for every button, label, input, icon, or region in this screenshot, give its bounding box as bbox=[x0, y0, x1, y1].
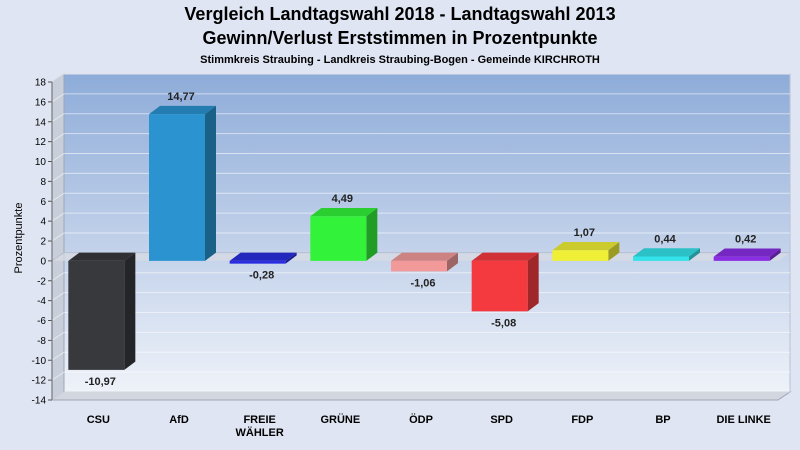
bar-front bbox=[471, 260, 528, 312]
data-label: 0,44 bbox=[654, 233, 676, 245]
bar-side bbox=[689, 248, 700, 261]
data-label: 0,42 bbox=[735, 233, 756, 245]
y-tick-label: 8 bbox=[40, 177, 46, 188]
y-tick-label: 6 bbox=[40, 197, 46, 208]
bar-top bbox=[713, 248, 781, 257]
gridline bbox=[51, 371, 790, 381]
bar-top bbox=[552, 241, 620, 251]
gridline bbox=[51, 93, 790, 103]
gridline bbox=[51, 133, 790, 143]
bar-front bbox=[68, 260, 125, 370]
y-tick-label: -12 bbox=[32, 376, 47, 387]
bar-fdp bbox=[552, 241, 620, 261]
y-tick-label: 0 bbox=[40, 256, 46, 267]
y-tick-label: 12 bbox=[35, 137, 47, 148]
bar-front bbox=[149, 114, 205, 261]
bar-top bbox=[391, 252, 458, 261]
gridline bbox=[51, 113, 790, 123]
y-tick-label: -14 bbox=[32, 396, 47, 407]
y-tick-label: -6 bbox=[37, 316, 46, 327]
gridline bbox=[51, 192, 790, 202]
plot-floor bbox=[50, 391, 792, 401]
x-tick-label: ÖDP bbox=[409, 413, 433, 426]
chart-title: Vergleich Landtagswahl 2018 - Landtagswa… bbox=[184, 4, 616, 24]
data-label: 14,77 bbox=[167, 91, 195, 103]
data-label: 4,49 bbox=[332, 193, 353, 205]
bar-afd bbox=[149, 105, 216, 261]
bar-side bbox=[608, 241, 620, 261]
y-tick-label: 14 bbox=[35, 117, 47, 128]
gridline bbox=[51, 351, 790, 361]
x-tick-label: FDP bbox=[571, 414, 593, 426]
x-tick-label: BP bbox=[655, 414, 670, 426]
bar-freie-wähler bbox=[229, 252, 297, 264]
bar-front bbox=[552, 250, 609, 261]
bar-side bbox=[769, 248, 781, 261]
y-tick-label: -10 bbox=[32, 356, 47, 367]
bar-side bbox=[447, 252, 458, 272]
chart-region-subtitle: Stimmkreis Straubing - Landkreis Straubi… bbox=[200, 54, 600, 66]
y-tick-label: -2 bbox=[37, 276, 46, 287]
gridline bbox=[51, 312, 790, 321]
gridline bbox=[51, 153, 790, 162]
bar-top bbox=[229, 252, 297, 261]
bar-die-linke bbox=[713, 248, 781, 261]
bar-side bbox=[366, 208, 378, 261]
bar-spd bbox=[471, 252, 539, 312]
y-tick-label: 10 bbox=[35, 157, 47, 168]
y-tick-label: -4 bbox=[37, 296, 46, 307]
bar-front bbox=[229, 260, 286, 264]
gridline bbox=[51, 331, 790, 341]
x-tick-label: CSU bbox=[87, 414, 110, 426]
bar-top bbox=[149, 105, 216, 115]
x-tick-label: FREIE bbox=[243, 414, 275, 426]
bar-top bbox=[310, 208, 378, 217]
data-label: -1,06 bbox=[410, 277, 435, 289]
bar-csu bbox=[68, 252, 136, 370]
gridline bbox=[51, 391, 790, 401]
gridline bbox=[51, 73, 790, 83]
bar-top bbox=[68, 252, 136, 261]
x-tick-label: AfD bbox=[169, 414, 189, 426]
bar-front bbox=[713, 256, 770, 261]
chart-subtitle: Gewinn/Verlust Erststimmen in Prozentpun… bbox=[202, 28, 598, 48]
bar-side bbox=[527, 252, 539, 312]
x-tick-label: SPD bbox=[490, 414, 513, 426]
data-label: 1,07 bbox=[574, 227, 595, 239]
bar-front bbox=[633, 256, 689, 261]
y-tick-label: -8 bbox=[37, 336, 46, 347]
bar-bp bbox=[633, 248, 700, 261]
gridline bbox=[51, 272, 790, 282]
data-label: -0,28 bbox=[249, 270, 274, 282]
y-axis-label: Prozentpunkte bbox=[13, 203, 25, 274]
bar-side bbox=[285, 252, 297, 264]
y-tick-label: 18 bbox=[35, 78, 47, 89]
y-tick-label: 4 bbox=[40, 217, 46, 228]
bar-front bbox=[310, 216, 367, 261]
bar-grüne bbox=[310, 208, 378, 261]
gridline bbox=[51, 232, 790, 242]
gridline bbox=[51, 292, 790, 302]
x-tick-label: GRÜNE bbox=[320, 413, 360, 426]
y-tick-label: 2 bbox=[40, 237, 46, 248]
x-tick-label: WÄHLER bbox=[236, 426, 284, 439]
bar-ödp bbox=[391, 252, 458, 272]
bar-side bbox=[205, 105, 216, 261]
data-label: -5,08 bbox=[491, 317, 516, 329]
x-tick-label: DIE LINKE bbox=[716, 414, 770, 426]
y-tick-label: 16 bbox=[35, 97, 47, 108]
gridline bbox=[51, 172, 790, 182]
bar-side bbox=[124, 252, 136, 370]
data-label: -10,97 bbox=[85, 376, 116, 388]
bar-top bbox=[471, 252, 539, 261]
bar-front bbox=[391, 260, 447, 272]
bar-top bbox=[633, 248, 700, 257]
gridline bbox=[51, 212, 790, 222]
